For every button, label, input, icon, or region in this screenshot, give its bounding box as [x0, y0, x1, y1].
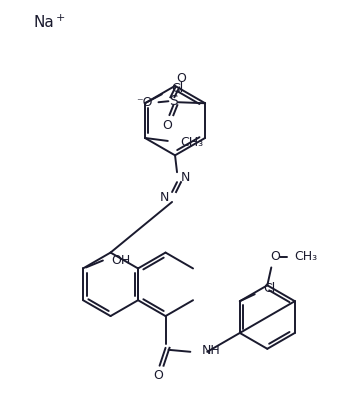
- Text: O: O: [176, 72, 186, 85]
- Text: CH₃: CH₃: [181, 136, 204, 149]
- Text: NH: NH: [201, 344, 220, 357]
- Text: O: O: [162, 119, 172, 132]
- Text: ⁻O: ⁻O: [136, 96, 153, 109]
- Text: Cl: Cl: [171, 82, 183, 95]
- Text: O: O: [154, 369, 163, 382]
- Text: +: +: [56, 13, 65, 23]
- Text: N: N: [180, 171, 190, 184]
- Text: Cl: Cl: [264, 282, 276, 295]
- Text: S: S: [169, 94, 178, 108]
- Text: Na: Na: [33, 15, 54, 30]
- Text: N: N: [159, 191, 169, 203]
- Text: CH₃: CH₃: [294, 250, 317, 263]
- Text: O: O: [270, 250, 280, 263]
- Text: OH: OH: [111, 254, 130, 267]
